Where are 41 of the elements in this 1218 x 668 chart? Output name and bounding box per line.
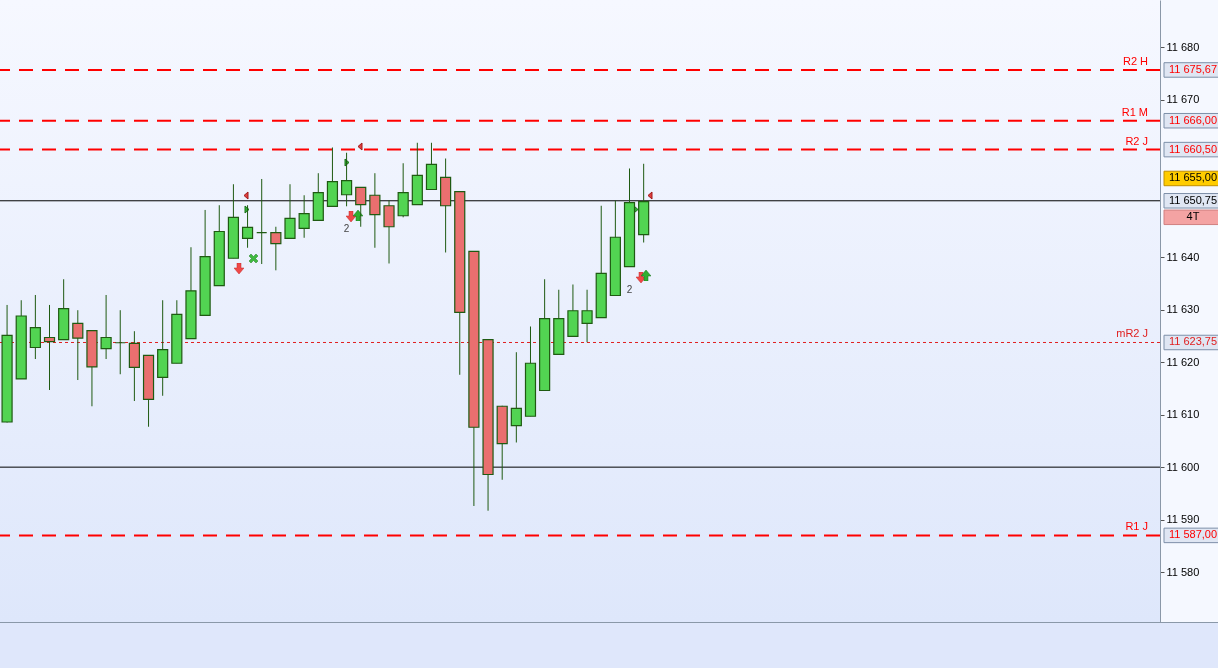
text: 4T (1186, 210, 1200, 223)
y-tick-label: 11 670 (1166, 93, 1200, 106)
ref-line-label: R2 H (1122, 54, 1149, 67)
candlestick (256, 178, 268, 265)
y-tick-label: 11 620 (1166, 355, 1200, 368)
candlestick (72, 309, 84, 381)
y-tick-label: 11 640 (1166, 250, 1200, 263)
candlestick (383, 200, 395, 264)
text: 11 655,00 (1168, 171, 1218, 184)
candlestick (241, 204, 254, 249)
annotation: 2 (626, 284, 633, 296)
candlestick (114, 309, 126, 375)
text: 11 623,75 (1168, 335, 1218, 348)
ref-line-label: R1 J (1125, 520, 1148, 533)
candlestick (581, 289, 593, 343)
y-tick-label: 11 580 (1166, 565, 1200, 578)
annotation: 2 (343, 223, 350, 235)
ref-line-label: R1 M (1121, 105, 1148, 118)
candlestick (355, 186, 367, 228)
candlestick (100, 294, 112, 360)
candlestick (369, 172, 381, 249)
text: 11 675,67 (1168, 62, 1218, 75)
y-tick-label: 11 610 (1166, 408, 1200, 421)
text: 11 666,00 (1168, 113, 1218, 126)
y-tick-label: 11 590 (1166, 513, 1200, 526)
y-tick-label: 11 630 (1166, 303, 1200, 316)
text: 11 650,75 (1168, 193, 1218, 206)
ref-line-label: mR2 J (1116, 327, 1148, 340)
ref-line-label: R2 J (1125, 134, 1148, 147)
y-tick-label: 11 600 (1166, 460, 1200, 473)
candlestick (29, 294, 41, 360)
text: 11 587,00 (1168, 528, 1218, 541)
candlestick (298, 194, 310, 239)
candlestick (43, 304, 56, 391)
y-tick-label: 11 680 (1166, 40, 1200, 53)
candlestick (270, 226, 282, 271)
candlestick (397, 162, 409, 218)
candlestick (284, 183, 296, 239)
candlestick (340, 152, 353, 207)
candlestick (510, 351, 522, 443)
text: 11 660,50 (1168, 142, 1218, 155)
